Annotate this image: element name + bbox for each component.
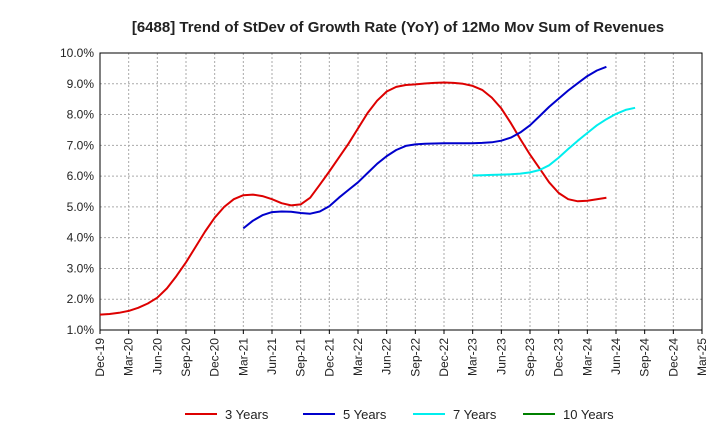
- chart-title: [6488] Trend of StDev of Growth Rate (Yo…: [132, 19, 664, 36]
- x-tick-label: Mar-23: [466, 338, 480, 376]
- y-tick-label: 3.0%: [67, 261, 95, 275]
- y-tick-label: 7.0%: [67, 138, 95, 152]
- x-tick-label: Dec-20: [208, 338, 222, 377]
- x-tick-label: Jun-20: [150, 338, 164, 375]
- x-tick-label: Dec-22: [437, 338, 451, 377]
- x-tick-label: Sep-20: [179, 338, 193, 377]
- legend-label-5-years: 5 Years: [343, 407, 387, 422]
- y-tick-label: 2.0%: [67, 292, 95, 306]
- x-tick-label: Mar-25: [695, 338, 709, 376]
- legend-label-3-years: 3 Years: [225, 407, 269, 422]
- y-tick-label: 5.0%: [67, 200, 95, 214]
- legend-label-10-years: 10 Years: [563, 407, 614, 422]
- legend-label-7-years: 7 Years: [453, 407, 497, 422]
- x-tick-label: Mar-20: [122, 338, 136, 376]
- series-line-3-years: [99, 81, 607, 316]
- x-tick-label: Dec-21: [322, 338, 336, 377]
- legend: 3 Years 5 Years 7 Years 10 Years: [185, 407, 614, 422]
- x-tick-label: Mar-24: [580, 338, 594, 376]
- y-tick-label: 6.0%: [67, 169, 95, 183]
- series-line-7-years: [472, 106, 636, 177]
- x-tick-label: Mar-21: [236, 338, 250, 376]
- series-lines: [99, 65, 636, 316]
- x-tick-label: Mar-22: [351, 338, 365, 376]
- y-tick-label: 8.0%: [67, 108, 95, 122]
- x-tick-label: Dec-23: [552, 338, 566, 377]
- x-tick-label: Sep-21: [294, 338, 308, 377]
- axes: 1.0% 2.0% 3.0% 4.0% 5.0% 6.0% 7.0% 8.0% 9.0% 10.0…: [60, 46, 709, 377]
- x-tick-label: Jun-24: [609, 338, 623, 375]
- series-line-5-years: [242, 65, 607, 230]
- x-tick-label: Sep-22: [408, 338, 422, 377]
- y-tick-label: 4.0%: [67, 231, 95, 245]
- x-tick-label: Jun-23: [494, 338, 508, 375]
- x-tick-label: Jun-21: [265, 338, 279, 375]
- x-tick-label: Dec-24: [666, 338, 680, 377]
- x-tick-label: Jun-22: [380, 338, 394, 375]
- x-tick-label: Dec-19: [93, 338, 107, 377]
- y-tick-label: 10.0%: [60, 46, 94, 60]
- y-tick-label: 9.0%: [67, 77, 95, 91]
- x-tick-label: Sep-23: [523, 338, 537, 377]
- x-tick-label: Sep-24: [638, 338, 652, 377]
- plot-area: [99, 52, 703, 331]
- y-tick-label: 1.0%: [67, 323, 95, 337]
- grid-lines: [99, 52, 703, 331]
